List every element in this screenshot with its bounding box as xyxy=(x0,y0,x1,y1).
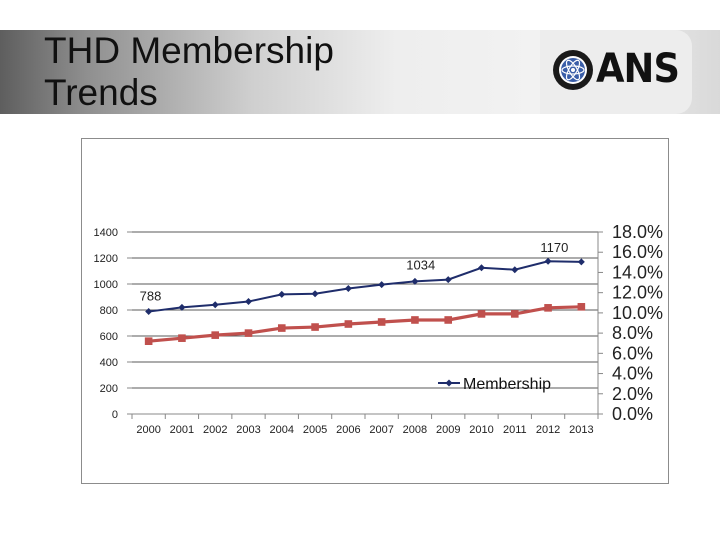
y2-tick-label: 6.0% xyxy=(612,343,653,363)
x-tick-label: 2000 xyxy=(136,424,160,436)
y-tick-label: 0 xyxy=(112,409,118,421)
x-tick-label: 2007 xyxy=(369,424,393,436)
percent-point xyxy=(311,323,319,331)
data-label: 1170 xyxy=(540,240,568,255)
membership-point xyxy=(211,301,219,309)
y-tick-label: 1000 xyxy=(94,279,118,291)
percent-point xyxy=(211,331,220,339)
membership-point xyxy=(444,276,452,284)
y-tick-label: 800 xyxy=(100,305,118,317)
y2-tick-label: 8.0% xyxy=(612,323,653,343)
membership-point xyxy=(544,257,552,265)
y2-tick-label: 4.0% xyxy=(612,364,653,384)
x-tick-label: 2012 xyxy=(536,424,560,436)
membership-point xyxy=(145,308,153,316)
membership-point xyxy=(178,303,186,311)
percent-point xyxy=(377,318,386,326)
x-tick-label: 2009 xyxy=(436,424,460,436)
y-tick-label: 200 xyxy=(100,383,118,395)
membership-point xyxy=(344,285,352,293)
y2-tick-label: 16.0% xyxy=(612,242,663,262)
percent-point xyxy=(477,310,486,318)
membership-series-line xyxy=(148,260,582,313)
membership-point xyxy=(478,264,485,272)
percent-point xyxy=(244,329,253,337)
membership-point xyxy=(311,290,319,298)
percent-point xyxy=(510,310,519,318)
membership-point xyxy=(378,281,386,289)
data-label: 1034 xyxy=(406,258,435,273)
y-tick-label: 1200 xyxy=(94,253,118,265)
x-tick-label: 2008 xyxy=(403,424,427,436)
percent-point xyxy=(544,304,552,312)
x-tick-label: 2013 xyxy=(569,424,593,436)
y-tick-label: 600 xyxy=(100,331,118,343)
membership-chart: 0 200 400 600 800 1000 1200 1400 2000 2001 2002 200… xyxy=(94,222,664,436)
slide-title: THD Membership Trends xyxy=(44,30,334,113)
percent-point xyxy=(444,316,453,324)
membership-point xyxy=(511,266,519,274)
y-tick-label: 1400 xyxy=(94,227,118,239)
membership-point xyxy=(577,258,585,266)
y2-tick-label: 2.0% xyxy=(612,384,653,404)
y2-tick-label: 14.0% xyxy=(612,262,663,282)
y2-tick-label: 12.0% xyxy=(612,283,663,303)
x-tick-label: 2004 xyxy=(270,424,294,436)
percent-series-line xyxy=(148,305,582,343)
legend-label: Membership xyxy=(463,376,551,393)
data-label: 788 xyxy=(140,289,162,304)
x-tick-label: 2005 xyxy=(303,424,327,436)
ans-logo: ANS xyxy=(552,46,680,98)
x-tick-label: 2011 xyxy=(503,424,527,436)
percent-point xyxy=(178,334,186,342)
x-tick-label: 2010 xyxy=(469,424,493,436)
percent-point xyxy=(344,320,353,328)
percent-point xyxy=(144,337,153,345)
y2-tick-label: 18.0% xyxy=(612,222,663,242)
membership-point xyxy=(245,298,252,306)
membership-point xyxy=(411,277,419,285)
x-tick-label: 2001 xyxy=(170,424,194,436)
x-tick-label: 2003 xyxy=(236,424,260,436)
chart-frame: 0 200 400 600 800 1000 1200 1400 2000 2001 2002 200… xyxy=(81,138,669,484)
x-tick-label: 2006 xyxy=(336,424,360,436)
ans-seal-icon xyxy=(553,50,593,90)
y2-tick-label: 0.0% xyxy=(612,404,653,424)
percent-point xyxy=(577,303,586,311)
legend-marker xyxy=(445,379,453,387)
x-tick-label: 2002 xyxy=(203,424,227,436)
percent-point xyxy=(411,316,419,324)
ans-logo-text: ANS xyxy=(596,46,680,92)
percent-point xyxy=(277,324,286,332)
y-tick-label: 400 xyxy=(100,357,118,369)
y2-tick-label: 10.0% xyxy=(612,303,663,323)
membership-point xyxy=(278,290,286,298)
